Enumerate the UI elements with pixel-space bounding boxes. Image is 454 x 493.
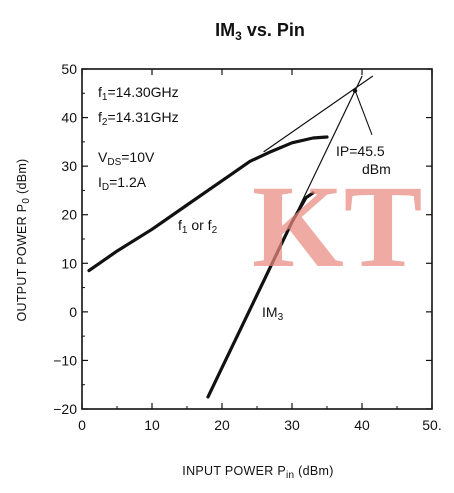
series-fundamental-line bbox=[87, 135, 329, 273]
y-tick-labels: 50 40 30 20 10 0 −10 −20 bbox=[53, 61, 77, 417]
x-tick-labels: 0 10 20 30 40 50. bbox=[78, 417, 442, 433]
annotation-f1: f1=14.30GHz bbox=[98, 84, 179, 103]
x-axis-label: INPUT POWER Pin (dBm) bbox=[182, 464, 333, 481]
label-ip-unit: dBm bbox=[362, 161, 391, 177]
chart-title: IM3 vs. Pin bbox=[215, 20, 305, 43]
y-tick-label: 50 bbox=[61, 61, 77, 77]
x-tick-label: 10 bbox=[144, 417, 160, 433]
label-ip: IP=45.5 bbox=[336, 143, 385, 159]
x-tick-label: 20 bbox=[214, 417, 230, 433]
y-tick-label: −10 bbox=[53, 352, 77, 368]
label-fundamental: f1 or f2 bbox=[178, 217, 218, 236]
series-layer bbox=[87, 75, 374, 399]
y-tick-label: −20 bbox=[53, 401, 77, 417]
x-tick-label: 0 bbox=[78, 417, 86, 433]
y-tick-label: 20 bbox=[61, 207, 77, 223]
x-tick-label: 40 bbox=[354, 417, 370, 433]
label-im3: IM3 bbox=[262, 304, 284, 323]
series-im3-line bbox=[206, 191, 315, 399]
y-tick-label: 40 bbox=[61, 110, 77, 126]
ip-pointer-line bbox=[355, 92, 373, 136]
extrapolation-im3-line bbox=[291, 75, 363, 223]
intercept-point-marker bbox=[352, 88, 358, 94]
y-axis-label: OUTPUT POWER P0 (dBm) bbox=[15, 158, 32, 321]
x-tick-label: 30 bbox=[284, 417, 300, 433]
tick-marks bbox=[81, 68, 433, 410]
annotation-vds: VDS=10V bbox=[98, 149, 155, 168]
annotation-f2: f2=14.31GHz bbox=[98, 109, 179, 128]
y-tick-label: 0 bbox=[69, 304, 77, 320]
kt-watermark: KT bbox=[252, 161, 423, 292]
annotation-id: ID=1.2A bbox=[98, 174, 147, 193]
y-tick-label: 10 bbox=[61, 255, 77, 271]
x-tick-label: 50. bbox=[422, 417, 441, 433]
y-tick-label: 30 bbox=[61, 158, 77, 174]
